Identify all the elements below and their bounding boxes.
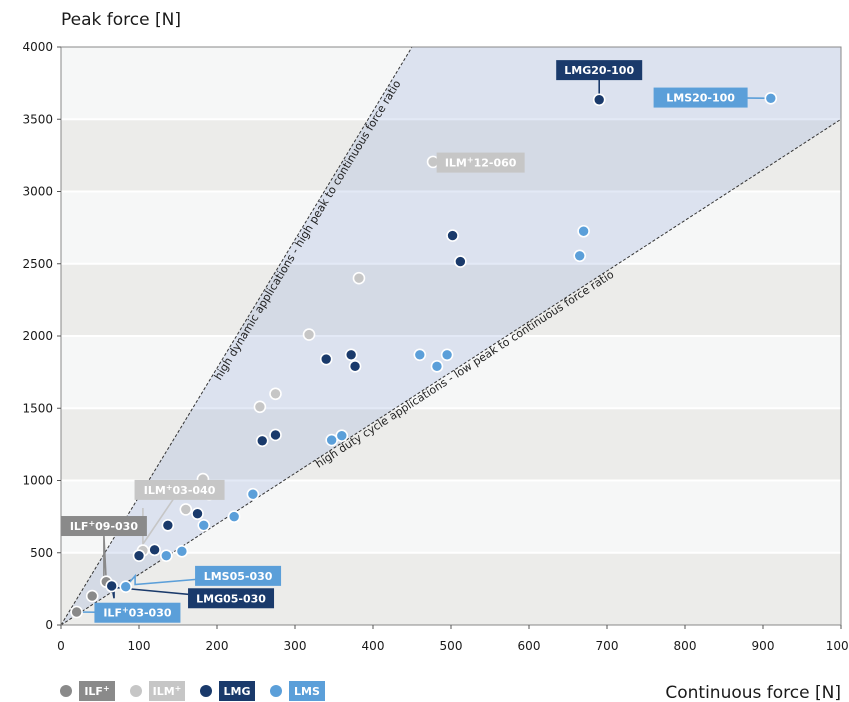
data-point-lms [413,348,427,362]
grid-band [61,336,841,409]
legend-box [219,681,255,701]
x-tick-label: 200 [206,639,229,653]
data-point-ilf [70,605,83,619]
callout-box [653,87,748,108]
callout-label: ILF+09-030 [70,519,139,534]
axes: 0 500 1000 1500 2000 2500 3000 3500 4000 0 100 200 3… [22,40,849,653]
grid-band [61,191,841,264]
callout-label: LMS20-100 [666,92,735,105]
callout-box [188,588,275,609]
x-tick-label: 1000 [826,639,849,653]
data-point-lmg [446,229,459,242]
callout-box [94,602,181,623]
grid-band [61,263,841,336]
x-tick-label: 800 [674,639,697,653]
legend-label: ILF+ [84,684,109,699]
legend-marker-ilf [60,685,72,697]
data-point-lms [430,360,444,373]
x-tick-label: 0 [57,639,65,653]
data-point-lmg [269,428,282,442]
callout-box [134,479,225,500]
callout-leader [103,526,108,582]
callout-label: ILM+03-040 [144,482,216,497]
data-point-ilm [302,328,316,341]
callout-label: LMS05-030 [204,570,273,583]
data-point-lms [764,91,778,105]
legend-box [79,681,115,701]
data-point-lmg [148,543,161,557]
data-point-lmg [592,93,606,107]
data-point-lms [440,348,454,362]
data-point-ilm [253,400,267,414]
data-point-lms [227,510,241,523]
data-point-lmg [105,579,118,593]
data-point-lms [197,518,211,532]
data-point-lms [246,487,260,501]
callout-box [60,516,147,537]
legend-marker-lms [270,685,282,697]
y-tick-label: 1000 [22,474,53,488]
legend-box [289,681,325,701]
data-point-lmg [344,348,358,362]
callout-label: ILM+12-060 [445,155,517,170]
data-point-lmg [255,434,269,448]
data-point-lmg [348,360,362,373]
y-axis-title: Peak force [N] [61,10,181,30]
data-point-lms [325,433,338,447]
data-point-ilm [352,271,366,285]
y-tick-label: 3500 [22,112,53,126]
legend: ILF+ ILM+ LMG LMS [60,681,325,701]
y-tick-label: 1500 [22,401,53,415]
background-bands [61,47,841,625]
ratio-region-fill [61,47,841,625]
legend-marker-lmg [200,685,212,697]
data-point-lms [175,545,189,558]
callout-label: LMG05-030 [196,592,266,605]
data-point-lmg [132,549,146,562]
callout-box [436,152,525,173]
x-tick-label: 500 [440,639,463,653]
x-tick-label: 600 [518,639,541,653]
x-tick-label: 700 [596,639,619,653]
x-tick-label: 100 [128,639,151,653]
data-point-lmg [161,518,175,532]
x-tick-label: 900 [752,639,775,653]
callout-box [195,565,282,586]
data-point-lmg [319,352,333,366]
callout-box [556,60,643,81]
data-point-lms [160,549,173,562]
x-axis-title: Continuous force [N] [665,683,841,702]
y-tick-label: 2500 [22,257,53,271]
callout-label: LMG20-100 [564,64,634,77]
legend-box [149,681,185,701]
data-point-lmg [454,255,467,268]
y-tick-label: 4000 [22,40,53,54]
data-point-lmg [191,507,204,521]
y-tick-label: 500 [30,546,53,560]
y-tick-label: 0 [45,618,53,632]
x-tick-label: 300 [284,639,307,653]
legend-marker-ilm [130,685,142,697]
y-tick-label: 3000 [22,185,53,199]
data-point-ilf [85,589,99,603]
callout-label: ILF+03-030 [103,605,172,620]
callouts: LMG20-100 LMS20-100 ILM+12-060 ILM+03-040 IL… [60,60,748,623]
data-point-lms [573,249,587,263]
grid-band [61,408,841,481]
data-point-ilm [269,387,282,401]
legend-label: LMS [294,685,320,698]
callout-leader [125,573,239,588]
data-point-lms [119,580,133,594]
data-point-ilm [179,503,193,516]
legend-label: LMG [224,685,251,698]
legend-label: ILM+ [153,684,182,699]
y-tick-label: 2000 [22,329,53,343]
data-point-lms [335,429,349,443]
x-tick-label: 400 [362,639,385,653]
data-point-lms [577,224,590,238]
